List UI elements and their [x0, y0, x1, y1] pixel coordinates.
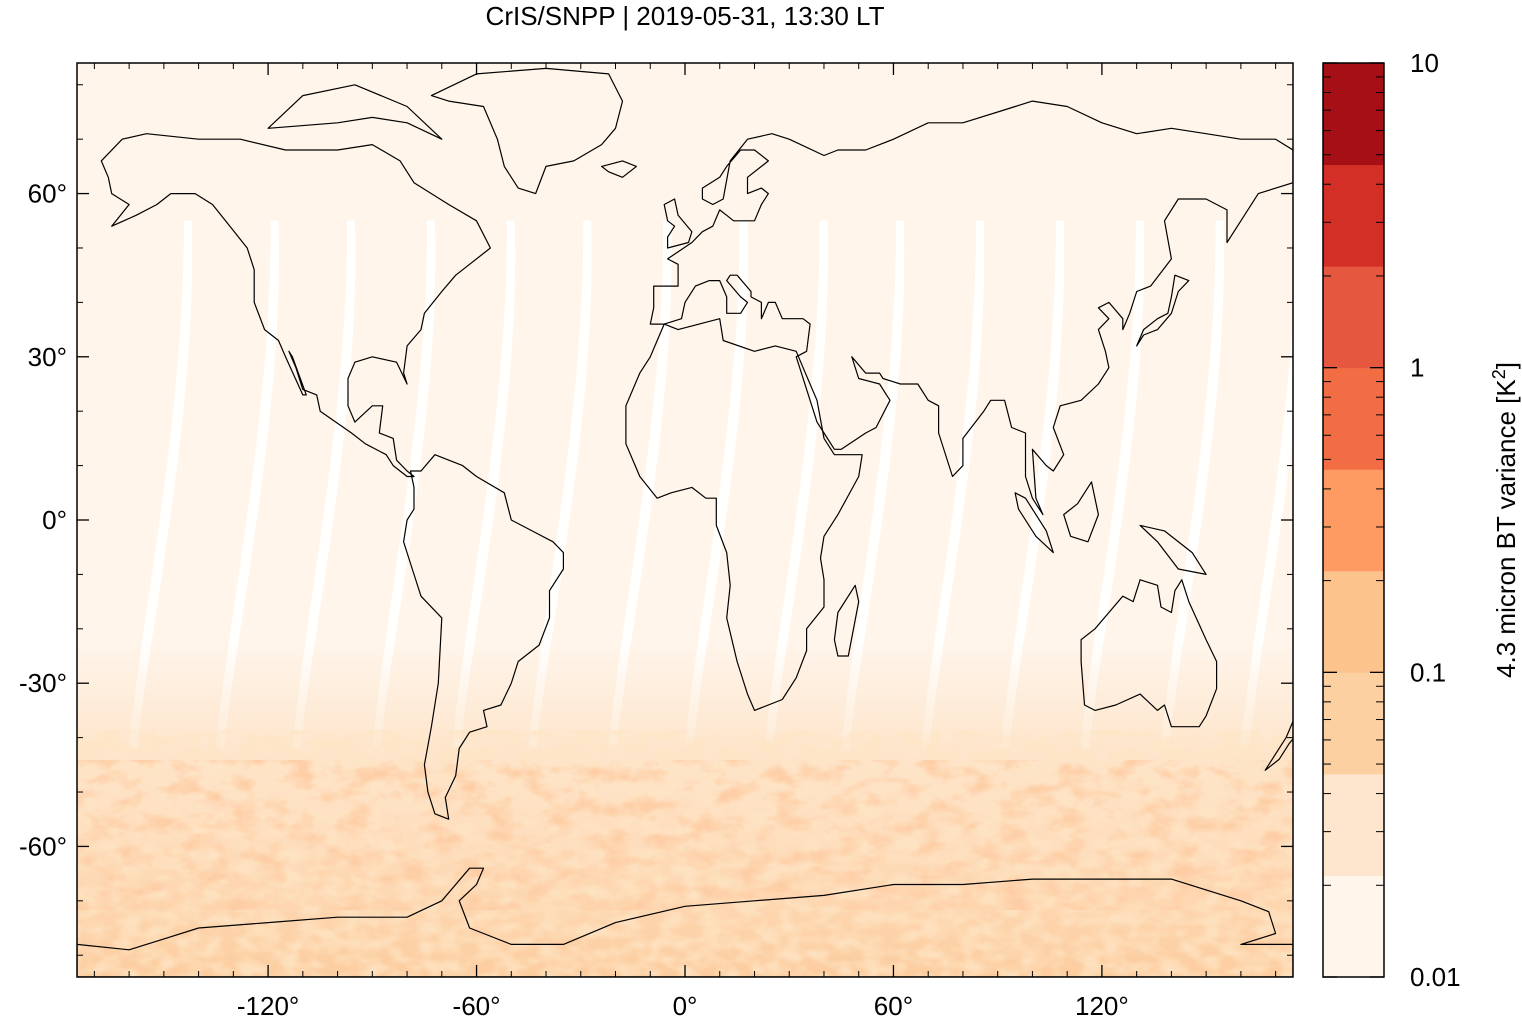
colorbar-segment — [1323, 164, 1384, 267]
axis-labels: -120° -60° 0° 60° 120° 60° 30° 0° -30° -60° — [19, 179, 1129, 1020]
colorbar: 10 1 0.1 0.01 — [1322, 48, 1461, 992]
coastline-new-zealand — [1264, 720, 1293, 771]
colorbar-segment — [1323, 266, 1384, 369]
coastline-greenland — [430, 67, 624, 195]
coastline-iceland — [600, 160, 638, 178]
y-tick-label: 30° — [28, 342, 67, 372]
colorbar-segment — [1323, 570, 1384, 673]
x-tick-label: -60° — [453, 991, 501, 1020]
colorbar-segment — [1323, 63, 1384, 166]
y-tick-label: -30° — [19, 668, 67, 698]
colorbar-segment — [1323, 469, 1384, 572]
coastline-north-america — [100, 133, 491, 478]
coastline-canadian-archipelago — [267, 84, 443, 140]
x-tick-label: 60° — [874, 991, 913, 1020]
map-title: CrIS/SNPP | 2019-05-31, 13:30 LT — [485, 1, 885, 31]
colorbar-tick-label: 1 — [1410, 353, 1424, 383]
coastline-eurasia-africa — [649, 100, 1293, 516]
colorbar-segment — [1323, 875, 1384, 978]
y-tick-label: 60° — [28, 179, 67, 209]
coastline-south-america — [403, 454, 565, 820]
coastline-antarctica — [77, 867, 1293, 977]
colorbar-title: 4.3 micron BT variance [K2] — [1489, 362, 1521, 678]
x-tick-label: -120° — [237, 991, 299, 1020]
coastline-uk — [663, 198, 693, 249]
y-tick-label: -60° — [19, 831, 67, 861]
y-tick-label: 0° — [42, 505, 67, 535]
coastline-australia — [1080, 579, 1218, 728]
colorbar-segment — [1323, 672, 1384, 775]
colorbar-segment — [1323, 367, 1384, 470]
colorbar-tick-label: 10 — [1410, 48, 1439, 78]
coastlines — [77, 67, 1293, 977]
coastline-japan — [1136, 274, 1190, 347]
heatmap-layer — [77, 63, 1293, 977]
colorbar-tick-label: 0.1 — [1410, 657, 1446, 687]
coastline-new-guinea — [1139, 524, 1207, 576]
colorbar-frame — [1322, 62, 1385, 978]
x-tick-label: 120° — [1075, 991, 1129, 1020]
coastline-sumatra — [1014, 492, 1054, 554]
coastline-africa — [625, 318, 863, 712]
storm-track-patches — [77, 760, 1293, 910]
x-tick-label: 0° — [673, 991, 698, 1020]
colorbar-tick-label: 0.01 — [1410, 962, 1461, 992]
axis-ticks — [77, 63, 1293, 977]
colorbar-segment — [1323, 773, 1384, 876]
coastline-madagascar — [833, 584, 860, 657]
coastline-borneo — [1063, 481, 1100, 543]
